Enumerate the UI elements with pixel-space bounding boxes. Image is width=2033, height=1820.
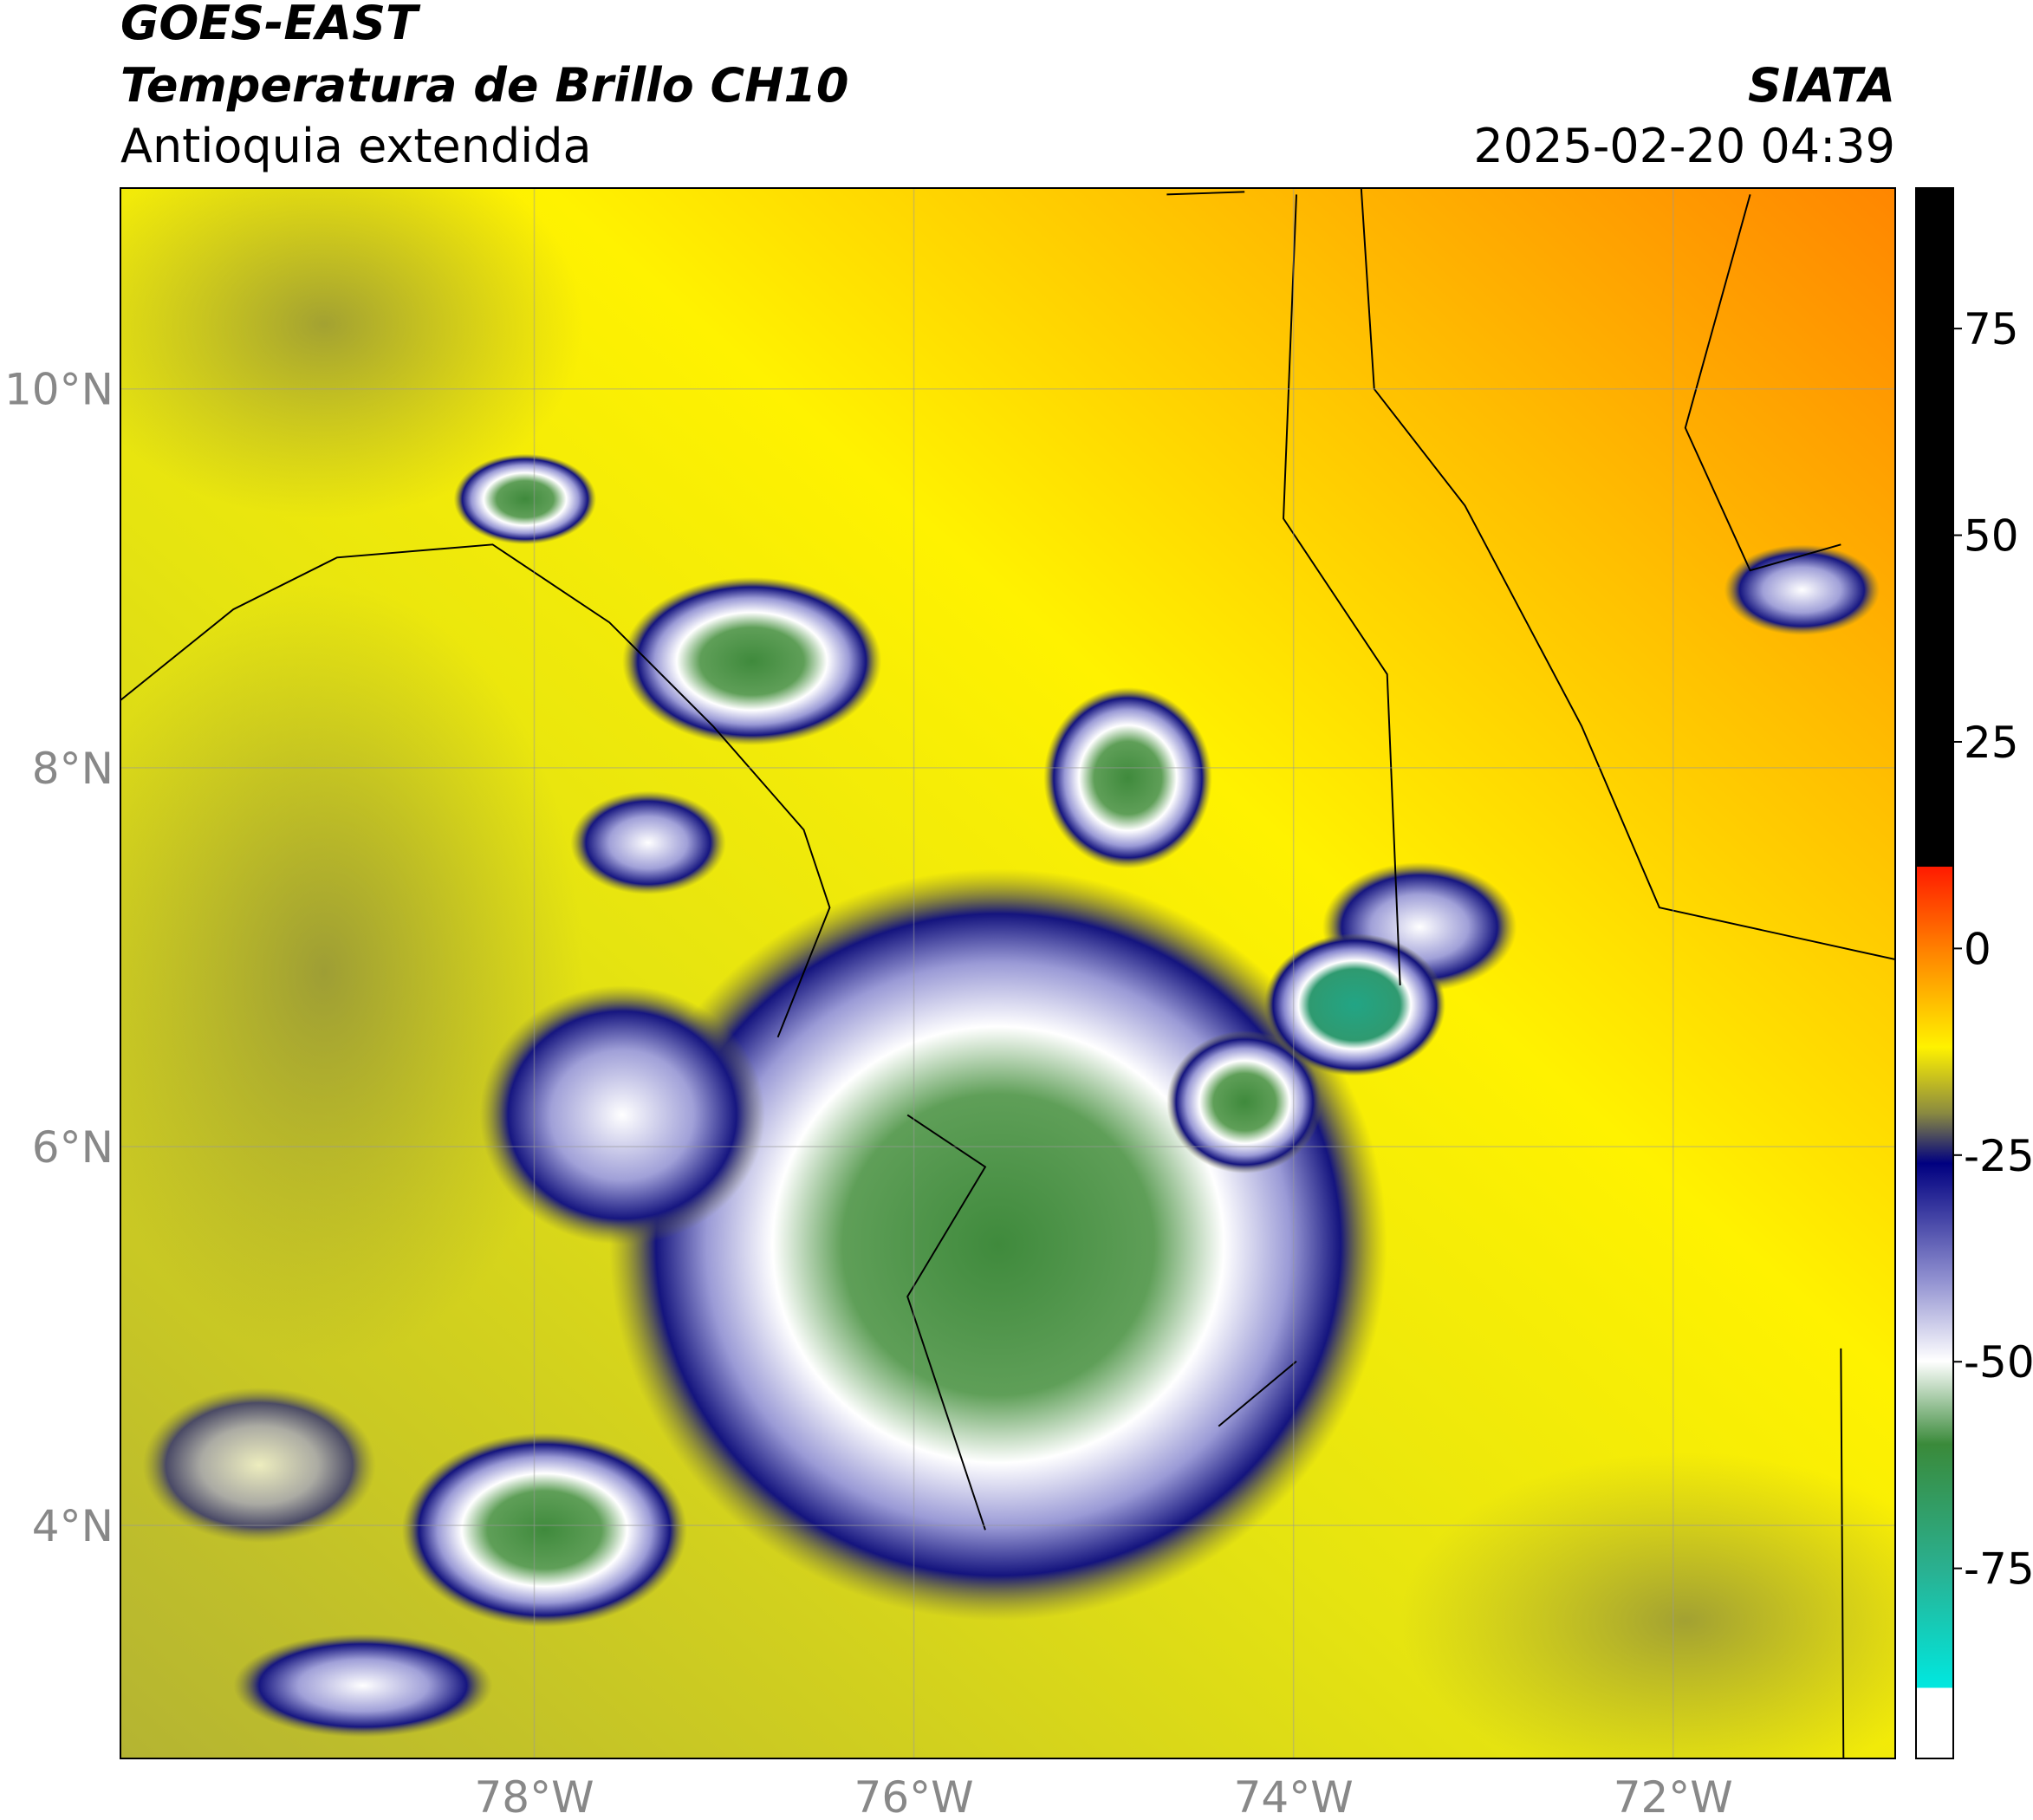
cloud-field — [120, 188, 1895, 1758]
region: Antioquia extendida — [120, 119, 592, 173]
colorbar-tick-label: -25 — [1964, 1131, 2033, 1181]
subtitle: Temperatura de Brillo CH10 — [120, 58, 849, 113]
y-tick-label: 4°N — [32, 1501, 114, 1551]
x-tick-label: 72°W — [1614, 1772, 1733, 1820]
colorbar-tick-label: 75 — [1964, 304, 2019, 354]
colorbar-tick-label: -75 — [1964, 1544, 2033, 1595]
colorbar — [1915, 187, 1954, 1759]
agency: SIATA — [1748, 58, 1895, 113]
y-tick-label: 8°N — [32, 744, 114, 794]
colorbar-tick-label: -50 — [1964, 1337, 2033, 1388]
y-tick-label: 10°N — [4, 365, 114, 415]
title: GOES-EAST — [120, 0, 421, 50]
timestamp: 2025-02-20 04:39 — [1473, 119, 1895, 173]
colorbar-tick-label: 25 — [1964, 718, 2019, 768]
x-tick-label: 76°W — [854, 1772, 974, 1820]
y-tick-label: 6°N — [32, 1122, 114, 1173]
x-tick-label: 78°W — [474, 1772, 594, 1820]
borders — [120, 188, 1895, 1758]
colorbar-tick-label: 50 — [1964, 511, 2019, 562]
colorbar-tick-label: 0 — [1964, 924, 1991, 974]
satellite-image — [120, 188, 1895, 1758]
x-tick-label: 74°W — [1234, 1772, 1354, 1820]
map-frame — [120, 187, 1896, 1759]
